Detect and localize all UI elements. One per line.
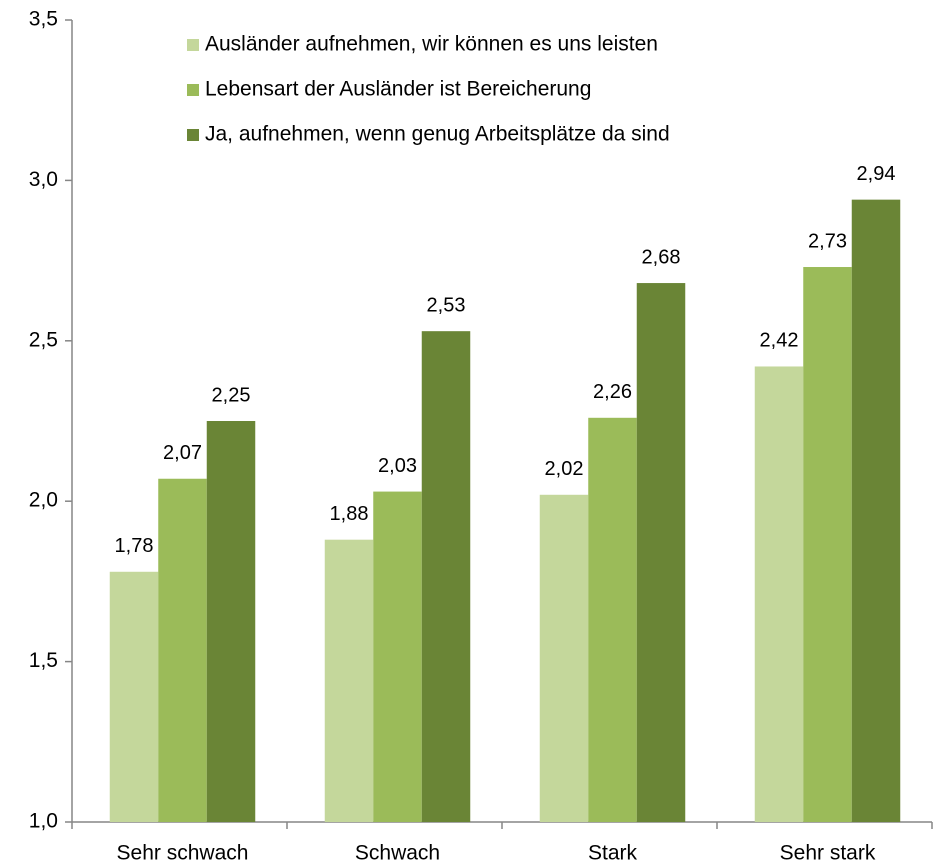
data-label: 2,07 [163, 442, 202, 464]
legend-label: Ja, aufnehmen, wenn genug Arbeitsplätze … [205, 123, 670, 146]
data-label: 2,02 [545, 458, 584, 480]
bar [539, 494, 589, 822]
data-label: 1,78 [115, 535, 154, 557]
data-label: 2,25 [212, 384, 251, 406]
bar [588, 417, 637, 822]
legend-swatch [187, 39, 199, 51]
y-tick-label: 3,5 [29, 8, 58, 31]
data-label: 2,68 [642, 246, 681, 268]
bar [324, 539, 374, 822]
y-tick-label: 2,0 [29, 489, 58, 512]
data-label: 2,03 [378, 455, 417, 477]
y-tick-label: 2,5 [29, 328, 58, 351]
data-label: 2,53 [427, 294, 466, 316]
y-tick-label: 3,0 [29, 168, 58, 191]
data-label: 2,26 [593, 381, 632, 403]
bar [803, 267, 852, 822]
x-tick-label: Schwach [355, 842, 440, 865]
bar [636, 283, 686, 822]
data-label: 2,42 [760, 330, 799, 352]
x-tick-label: Sehr schwach [117, 842, 249, 865]
data-label: 1,88 [330, 503, 369, 525]
legend-label: Lebensart der Ausländer ist Bereicherung [205, 78, 591, 101]
y-tick-label: 1,5 [29, 649, 58, 672]
data-label: 2,73 [808, 230, 847, 252]
legend-swatch [187, 84, 199, 96]
legend-swatch [187, 129, 199, 141]
bar [373, 491, 422, 822]
data-label: 2,94 [857, 163, 896, 185]
bar [206, 421, 256, 822]
bar [158, 478, 207, 822]
legend-label: Ausländer aufnehmen, wir können es uns l… [205, 33, 658, 56]
bar [754, 366, 804, 822]
bar [851, 199, 901, 822]
bar [109, 571, 159, 822]
bar [421, 331, 471, 822]
x-tick-label: Sehr stark [780, 842, 876, 865]
x-tick-label: Stark [588, 842, 638, 865]
y-tick-label: 1,0 [29, 810, 58, 833]
